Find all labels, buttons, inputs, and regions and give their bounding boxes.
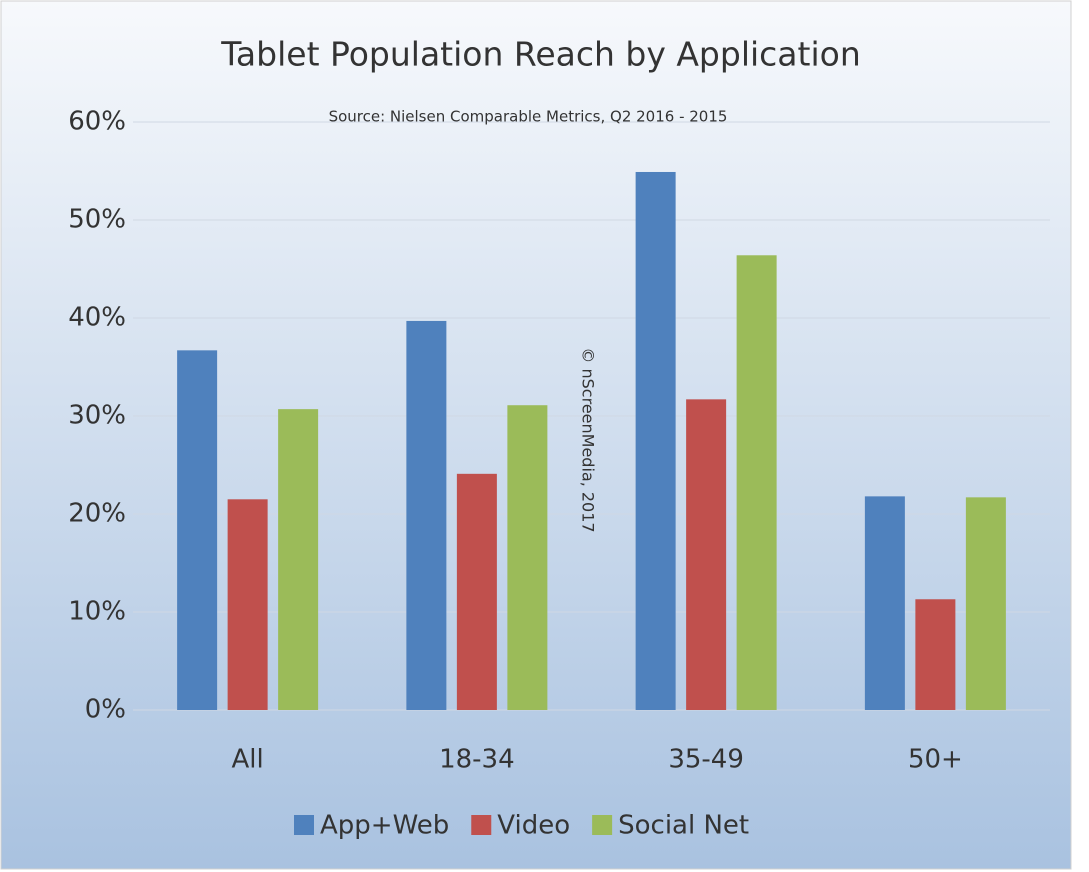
legend-label: Video [497,811,570,841]
legend-swatch [471,815,492,835]
legend-swatch [592,815,613,835]
subtitle: Source: Nielsen Comparable Metrics, Q2 2… [329,108,728,126]
bar [686,399,727,710]
y-tick-label: 30% [68,401,126,431]
legend-label: App+Web [320,811,449,841]
bar [915,599,956,710]
bar [635,171,676,711]
bar [507,405,548,710]
x-tick-label: All [232,745,264,775]
x-tick-label: 18-34 [439,745,515,775]
x-tick-label: 50+ [908,745,963,775]
bar [177,350,218,710]
y-tick-label: 10% [68,597,126,627]
x-tick-label: 35-49 [668,745,744,775]
bar [406,320,447,710]
bar [864,496,905,710]
legend-label: Social Net [618,811,749,841]
y-tick-label: 0% [85,695,126,725]
watermark: © nScreenMedia, 2017 [579,347,598,532]
y-tick-label: 50% [68,205,126,235]
y-tick-label: 40% [68,303,126,333]
chart-title: Tablet Population Reach by Application [220,35,861,74]
bar [278,409,319,710]
legend-swatch [294,815,314,835]
y-tick-label: 20% [68,499,126,529]
bar [227,499,268,710]
bar [456,473,497,710]
y-tick-label: 60% [68,107,126,137]
bar [736,255,777,710]
bar [965,497,1006,710]
